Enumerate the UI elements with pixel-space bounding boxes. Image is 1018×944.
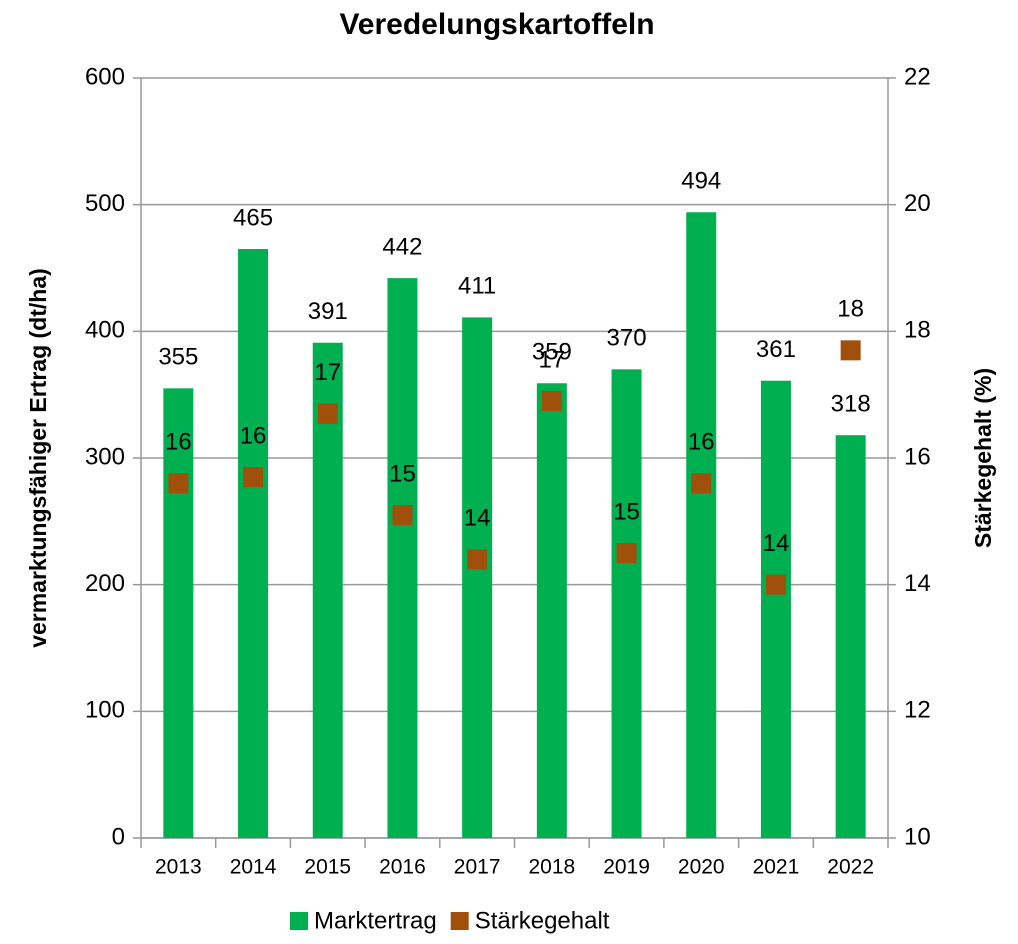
marker-value-label: 15	[613, 498, 640, 525]
bar	[835, 435, 866, 838]
x-tick-label: 2021	[753, 856, 800, 879]
bar	[238, 249, 269, 838]
y-tick-label: 600	[85, 63, 125, 90]
x-tick-label: 2016	[379, 856, 426, 879]
y-tick-label: 0	[112, 823, 125, 850]
y2-tick-label: 12	[904, 697, 931, 724]
marker-value-label: 18	[837, 296, 864, 323]
bar	[462, 317, 493, 838]
marker-value-label: 16	[240, 422, 267, 449]
y2-tick-label: 18	[904, 317, 931, 344]
bar	[163, 388, 194, 838]
marker	[616, 543, 637, 563]
marker-value-label: 14	[763, 530, 790, 557]
bar-value-label: 411	[458, 273, 496, 300]
x-tick-label: 2014	[230, 856, 277, 879]
bar-value-label: 465	[233, 204, 273, 231]
marker	[467, 549, 488, 570]
marker-value-label: 17	[538, 346, 565, 373]
legend-label: Marktertrag	[314, 907, 437, 934]
y2-tick-label: 20	[904, 190, 931, 217]
bar-value-label: 442	[382, 233, 422, 260]
legend-label: Stärkegehalt	[475, 907, 610, 934]
legend-swatch	[290, 912, 308, 930]
bar	[760, 380, 791, 838]
marker-value-label: 16	[165, 429, 192, 456]
bar	[611, 369, 642, 838]
marker	[317, 403, 338, 424]
marker	[168, 473, 189, 494]
y2-tick-label: 10	[904, 823, 931, 850]
x-tick-label: 2019	[603, 856, 650, 879]
marker	[691, 473, 712, 494]
x-tick-label: 2017	[454, 856, 501, 879]
bar	[312, 342, 343, 838]
marker	[243, 467, 264, 487]
y-tick-label: 200	[85, 570, 125, 597]
y-tick-label: 500	[85, 190, 125, 217]
legend-swatch	[450, 912, 469, 930]
bar	[536, 383, 567, 838]
chart-title: Veredelungskartoffeln	[339, 8, 654, 41]
bar	[686, 212, 717, 838]
y-tick-label: 100	[85, 697, 125, 724]
y-tick-label: 300	[85, 443, 125, 470]
bar-value-label: 359	[532, 339, 572, 366]
x-tick-label: 2015	[304, 856, 351, 879]
bar-value-label: 318	[831, 391, 871, 418]
y-axis-label: vermarktungsfähiger Ertrag (dt/ha)	[25, 268, 51, 648]
y2-axis-label: Stärkegehalt (%)	[970, 368, 996, 548]
marker-value-label: 17	[314, 359, 341, 386]
bar-value-label: 391	[308, 298, 348, 325]
bar	[387, 278, 418, 839]
y2-tick-label: 16	[904, 443, 931, 470]
bar-value-label: 370	[607, 325, 647, 352]
marker-value-label: 14	[464, 505, 491, 532]
bar-value-label: 361	[756, 336, 796, 363]
x-tick-label: 2020	[678, 856, 725, 879]
y2-tick-label: 14	[904, 570, 931, 597]
marker-value-label: 16	[688, 429, 715, 456]
x-tick-label: 2018	[528, 856, 575, 879]
x-tick-label: 2022	[827, 856, 874, 879]
marker	[840, 340, 861, 361]
bar-value-label: 355	[158, 344, 198, 371]
y-tick-label: 400	[85, 317, 125, 344]
marker	[392, 505, 413, 525]
marker	[541, 391, 562, 411]
x-tick-label: 2013	[155, 856, 202, 879]
y2-tick-label: 22	[904, 63, 931, 90]
marker-value-label: 15	[389, 460, 416, 487]
bar-value-label: 494	[681, 168, 721, 195]
marker	[765, 574, 786, 595]
